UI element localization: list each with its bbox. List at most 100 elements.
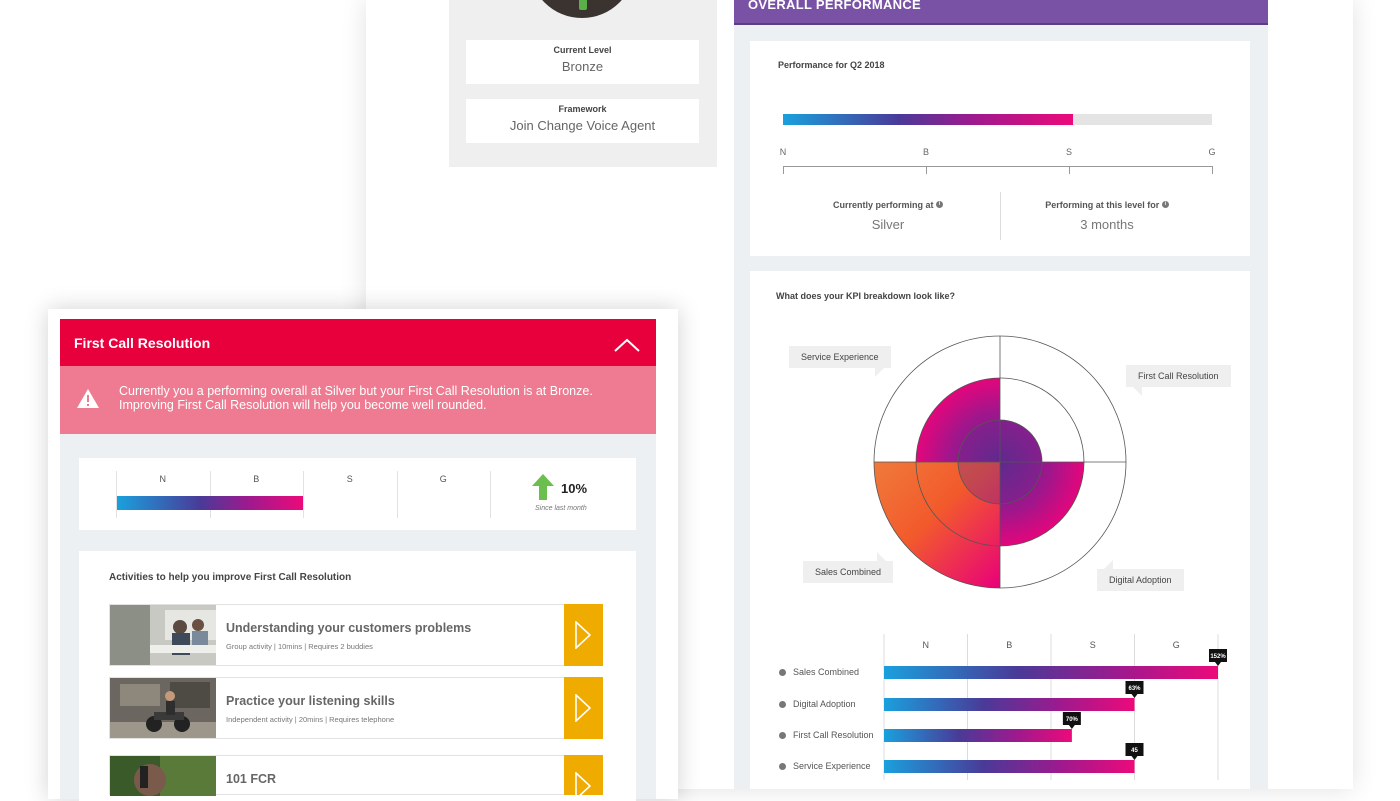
overall-performance-header: OVERALL PERFORMANCE <box>734 0 1268 25</box>
activity-open-button[interactable] <box>564 604 603 666</box>
alert-message: Currently you a performing overall at Si… <box>119 384 639 412</box>
info-icon[interactable] <box>779 731 786 739</box>
bar-scale-label: S <box>1090 640 1096 650</box>
activity-row[interactable]: 101 FCR <box>109 755 603 800</box>
info-icon[interactable]: i <box>1161 201 1169 208</box>
activity-title: Understanding your customers problems <box>226 621 472 635</box>
activity-title: Practice your listening skills <box>226 694 395 708</box>
bar-scale-label: N <box>923 640 930 650</box>
bar-scale-label: B <box>1006 640 1012 650</box>
chevron-up-icon[interactable] <box>614 338 640 352</box>
info-icon[interactable] <box>779 668 786 676</box>
currently-performing-label: Currently performing at <box>832 200 934 210</box>
kpi-bar-label: Sales Combined <box>779 667 859 677</box>
activity-open-button[interactable] <box>564 677 603 739</box>
kpi-bar-badge-text: 152% <box>1210 654 1226 660</box>
warning-icon <box>77 389 99 408</box>
framework-value: Join Change Voice Agent <box>509 118 656 133</box>
scale-tick-label: B <box>922 147 930 157</box>
current-level-box: Current Level Bronze <box>466 40 699 84</box>
scale-tick <box>926 166 927 174</box>
activity-row[interactable]: Understanding your customers problems Gr… <box>109 604 603 666</box>
kpi-bar-label: Service Experience <box>779 761 871 771</box>
alert-line-2: Improving First Call Resolution will hel… <box>119 398 487 412</box>
scale-tick-label: S <box>1065 147 1073 157</box>
current-level-label: Current Level <box>553 45 612 55</box>
scale-tick <box>1069 166 1070 174</box>
kpi-radial-chart <box>873 335 1127 589</box>
kpi-bar-badge-tail <box>1068 725 1075 729</box>
label-digital-adoption: Digital Adoption <box>1097 560 1184 591</box>
duration-value: 3 months <box>1080 217 1134 232</box>
activity-thumbnail <box>110 756 216 796</box>
level-label: B <box>253 474 260 484</box>
kpi-bar-badge-text: 70% <box>1066 717 1079 723</box>
info-icon[interactable] <box>779 700 786 708</box>
scale-tick <box>783 166 784 174</box>
kpi-bar <box>884 666 1218 679</box>
kpi-bar-badge-text: 45 <box>1131 748 1138 754</box>
arrow-up-icon <box>532 474 554 500</box>
label-first-call-resolution: First Call Resolution <box>1126 365 1231 396</box>
kpi-bar-badge <box>1062 712 1081 725</box>
level-column-divider <box>116 471 117 518</box>
kpi-bar-badge <box>1125 681 1144 694</box>
kpi-bar-badge-tail <box>1131 756 1138 760</box>
fcr-title: First Call Resolution <box>74 335 211 351</box>
kpi-bar-label: Digital Adoption <box>779 699 856 709</box>
activity-meta: Group activity | 10mins | Requires 2 bud… <box>226 642 373 651</box>
kpi-bar-badge-tail <box>1215 662 1221 666</box>
fcr-header: First Call Resolution <box>60 319 656 366</box>
trend-caption: Since last month <box>535 505 587 512</box>
kpi-bar-badge <box>1125 743 1144 756</box>
kpi-bar-badge-text: 63% <box>1128 686 1141 692</box>
level-column-divider <box>209 471 211 518</box>
kpi-bar-badge <box>1209 649 1227 662</box>
kpi-quadrant-top-right <box>1000 420 1042 462</box>
activity-meta: Independent activity | 20mins | Requires… <box>226 715 395 724</box>
info-icon[interactable] <box>779 762 786 770</box>
duration-stat: Performing at this level for i 3 months <box>1007 200 1207 232</box>
play-icon <box>575 621 591 649</box>
kpi-bar <box>884 729 1072 742</box>
activity-open-button[interactable] <box>564 755 603 800</box>
activity-row[interactable]: Practice your listening skills Independe… <box>109 677 603 739</box>
scale-tick-label: G <box>1208 147 1216 157</box>
kpi-bar-chart: N B S G 152% 63% 70% 45 <box>883 634 1227 780</box>
kpi-bar <box>884 698 1135 711</box>
kpi-title: What does your KPI breakdown look like? <box>776 291 956 301</box>
level-label: S <box>346 474 353 484</box>
bar-scale-label: G <box>1173 640 1180 650</box>
kpi-bar <box>884 760 1135 773</box>
stat-divider <box>1000 192 1001 240</box>
level-column-divider <box>396 471 398 518</box>
activity-thumbnail <box>110 678 216 738</box>
label-service-experience: Service Experience <box>789 346 891 377</box>
activities-title: Activities to help you improve First Cal… <box>109 572 352 583</box>
currently-performing-stat: Currently performing at i Silver <box>788 200 988 232</box>
alert-banner: Currently you a performing overall at Si… <box>60 366 656 434</box>
framework-label: Framework <box>558 104 607 114</box>
level-label: G <box>439 474 447 484</box>
scale-tick-label: N <box>779 147 787 157</box>
duration-label: Performing at this level for <box>1045 200 1160 210</box>
kpi-bar-badge-tail <box>1131 694 1138 698</box>
fcr-level-bar <box>117 496 303 510</box>
info-icon[interactable]: i <box>936 201 944 208</box>
alert-line-1: Currently you a performing overall at Si… <box>119 384 593 398</box>
trend-value: 10% <box>561 481 588 496</box>
label-sales-combined: Sales Combined <box>803 552 894 583</box>
scale-tick <box>1212 166 1213 174</box>
performance-progress-bar <box>783 114 1073 125</box>
current-level-value: Bronze <box>561 59 604 74</box>
framework-box: Framework Join Change Voice Agent <box>466 99 699 143</box>
kpi-quadrant-top-left <box>916 378 1000 462</box>
play-icon <box>575 694 591 722</box>
kpi-quadrant-bottom-right <box>1000 462 1084 546</box>
level-column-divider <box>303 471 304 518</box>
level-label: N <box>159 474 167 484</box>
performance-axis <box>783 166 1212 167</box>
kpi-quadrant-bottom-left <box>874 462 1000 588</box>
play-icon <box>575 772 591 800</box>
kpi-bar-label: First Call Resolution <box>779 730 874 740</box>
